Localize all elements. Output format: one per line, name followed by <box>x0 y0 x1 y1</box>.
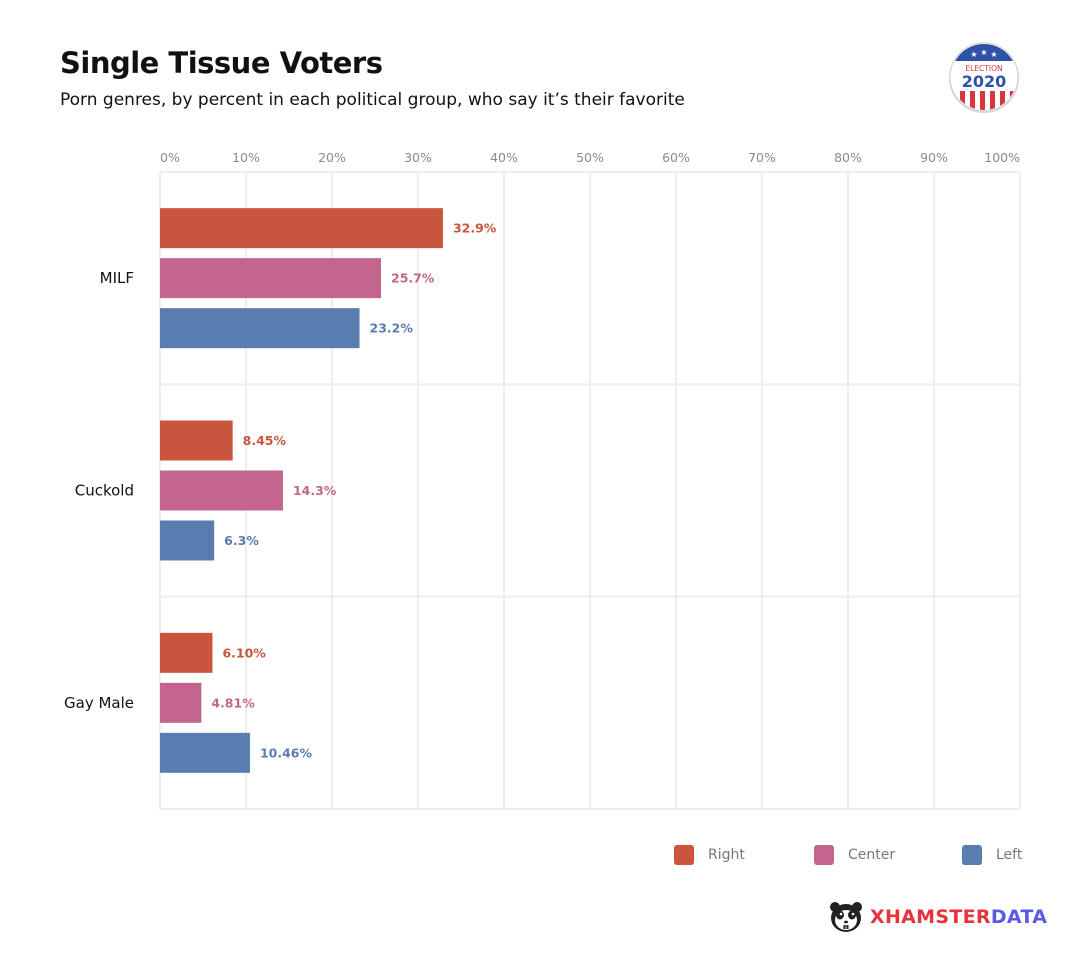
data-label: 8.45% <box>243 433 287 448</box>
category-label: Gay Male <box>64 694 134 712</box>
brand-name-part2: DATA <box>990 906 1048 928</box>
badge-top-text: ELECTION <box>965 64 1002 73</box>
bar-center <box>160 682 202 723</box>
data-label: 23.2% <box>370 321 414 336</box>
legend-item-right: Right <box>674 845 745 865</box>
legend-swatch-right <box>674 845 694 865</box>
x-tick-label: 20% <box>318 150 346 165</box>
bar-center <box>160 470 283 511</box>
data-label: 14.3% <box>293 483 337 498</box>
x-tick-label: 50% <box>576 150 604 165</box>
chart-subtitle: Porn genres, by percent in each politica… <box>60 90 685 110</box>
x-tick-label: 70% <box>748 150 776 165</box>
x-tick-label: 30% <box>404 150 432 165</box>
bar-left <box>160 520 215 561</box>
svg-text:★: ★ <box>980 48 987 57</box>
value-labels: 32.9% 25.7% 23.2% 8.45% 14.3% 6.3% 6.10% 4.81% 1… <box>211 221 496 761</box>
legend-label-left: Left <box>996 847 1023 863</box>
x-tick-label: 90% <box>920 150 948 165</box>
brand-logo: XHAMSTER DATA <box>828 900 1047 934</box>
bar-right <box>160 208 443 249</box>
data-label: 25.7% <box>391 271 435 286</box>
category-label: Cuckold <box>75 482 134 500</box>
bar-left <box>160 308 360 349</box>
bar-left <box>160 732 250 773</box>
data-label: 32.9% <box>453 221 497 236</box>
data-label: 10.46% <box>260 745 313 760</box>
legend-item-center: Center <box>814 845 895 865</box>
svg-text:★: ★ <box>970 50 977 59</box>
hamster-logo-icon <box>830 902 862 932</box>
bar-right <box>160 420 233 461</box>
election-2020-icon: ★ ★ ★ ELECTION 2020 <box>949 42 1019 113</box>
svg-text:★: ★ <box>990 50 997 59</box>
data-label: 6.3% <box>224 533 259 548</box>
legend-item-left: Left <box>962 845 1022 865</box>
chart-title: Single Tissue Voters <box>60 46 383 80</box>
x-tick-label: 40% <box>490 150 518 165</box>
x-axis-ticks: 0% 10% 20% 30% 40% 50% 60% 70% 80% 90% 100% <box>160 150 1020 165</box>
category-labels: MILF Cuckold Gay Male <box>64 269 134 712</box>
data-label: 4.81% <box>211 695 255 710</box>
badge-year: 2020 <box>962 72 1007 91</box>
x-tick-label: 0% <box>160 150 180 165</box>
legend-label-center: Center <box>848 847 896 863</box>
x-tick-label: 80% <box>834 150 862 165</box>
brand-name-part1: XHAMSTER <box>870 906 991 928</box>
bar-right <box>160 632 213 673</box>
legend-label-right: Right <box>708 847 745 863</box>
x-tick-label: 100% <box>984 150 1020 165</box>
legend-swatch-center <box>814 845 834 865</box>
bar-center <box>160 258 382 299</box>
data-label: 6.10% <box>222 645 266 660</box>
bars <box>160 208 443 773</box>
x-tick-label: 60% <box>662 150 690 165</box>
legend-swatch-left <box>962 845 982 865</box>
x-tick-label: 10% <box>232 150 260 165</box>
category-label: MILF <box>100 269 134 287</box>
